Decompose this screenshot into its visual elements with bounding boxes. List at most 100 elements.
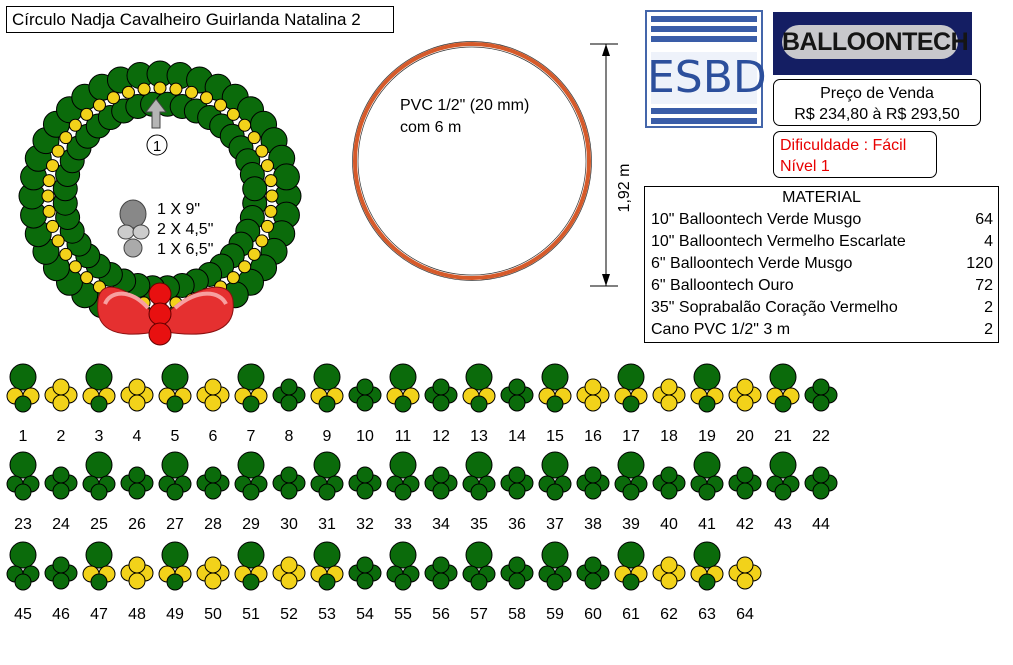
diagram-title: Círculo Nadja Cavalheiro Guirlanda Natal… (6, 6, 394, 33)
balloon-cluster (310, 363, 344, 413)
sequence-number: 43 (774, 516, 792, 533)
material-row: 35" Soprabalão Coração Vermelho 2 (645, 297, 998, 319)
balloon-cluster (120, 378, 154, 412)
esbd-logo-text: ESBD (647, 52, 767, 103)
sequence-number: 7 (247, 428, 256, 445)
balloon-cluster (158, 363, 192, 413)
sequence-number: 48 (128, 606, 146, 623)
balloon-cluster (272, 556, 306, 590)
sequence-number: 54 (356, 606, 374, 623)
sequence-number: 38 (584, 516, 602, 533)
balloon-cluster (82, 541, 116, 591)
sequence-number: 53 (318, 606, 336, 623)
material-row: Cano PVC 1/2" 3 m 2 (645, 319, 998, 341)
sequence-number: 60 (584, 606, 602, 623)
balloon-cluster (804, 466, 838, 500)
balloon-cluster (196, 378, 230, 412)
material-name: 10" Balloontech Verde Musgo (651, 211, 862, 228)
sequence-number: 8 (285, 428, 294, 445)
balloon-cluster (766, 451, 800, 501)
material-name: 6" Balloontech Ouro (651, 277, 794, 294)
material-qty: 2 (984, 299, 993, 316)
sequence-number: 51 (242, 606, 260, 623)
balloon-cluster (310, 451, 344, 501)
material-qty: 2 (984, 321, 993, 338)
sequence-number: 50 (204, 606, 222, 623)
sequence-number: 30 (280, 516, 298, 533)
balloon-cluster (538, 451, 572, 501)
sequence-number: 1 (19, 428, 28, 445)
sequence-number: 62 (660, 606, 678, 623)
material-qty: 120 (966, 255, 993, 272)
material-row: 10" Balloontech Vermelho Escarlate 4 (645, 231, 998, 253)
sequence-number: 61 (622, 606, 640, 623)
material-qty: 72 (975, 277, 993, 294)
up-arrow-icon (144, 98, 168, 129)
sequence-number: 21 (774, 428, 792, 445)
frame-spec-line-1: PVC 1/2" (20 mm) (400, 97, 529, 114)
sequence-number: 5 (171, 428, 180, 445)
sequence-number: 55 (394, 606, 412, 623)
pvc-frame-diagram: PVC 1/2" (20 mm) com 6 m 1,92 m (352, 41, 633, 287)
balloontech-logo: BALLOONTECH (773, 12, 972, 75)
sequence-number: 6 (209, 428, 218, 445)
balloon-cluster (120, 556, 154, 590)
sequence-number: 52 (280, 606, 298, 623)
balloon-cluster (120, 466, 154, 500)
sequence-number: 33 (394, 516, 412, 533)
balloon-cluster (500, 556, 534, 590)
sequence-number: 28 (204, 516, 222, 533)
balloon-cluster (500, 378, 534, 412)
sequence-number: 15 (546, 428, 564, 445)
sequence-number: 56 (432, 606, 450, 623)
sequence-number: 47 (90, 606, 108, 623)
sequence-number: 40 (660, 516, 678, 533)
sequence-number: 63 (698, 606, 716, 623)
sequence-number: 4 (133, 428, 142, 445)
sequence-number: 32 (356, 516, 374, 533)
balloon-cluster (234, 451, 268, 501)
sequence-number: 19 (698, 428, 716, 445)
balloon-cluster (614, 541, 648, 591)
difficulty-level: Nível 1 (780, 158, 830, 175)
cluster-icon (117, 199, 150, 258)
sequence-number: 39 (622, 516, 640, 533)
material-row: 10" Balloontech Verde Musgo 64 (645, 209, 998, 231)
sequence-number: 58 (508, 606, 526, 623)
balloon-cluster (576, 466, 610, 500)
balloon-cluster (234, 363, 268, 413)
sequence-number: 13 (470, 428, 488, 445)
sequence-number: 25 (90, 516, 108, 533)
sequence-number: 35 (470, 516, 488, 533)
sequence-number: 42 (736, 516, 754, 533)
sequence-number: 31 (318, 516, 336, 533)
balloon-cluster (158, 451, 192, 501)
material-name: 10" Balloontech Vermelho Escarlate (651, 233, 906, 250)
sequence-number: 2 (57, 428, 66, 445)
sequence-number: 26 (128, 516, 146, 533)
material-name: 6" Balloontech Verde Musgo (651, 255, 853, 272)
sequence-number: 36 (508, 516, 526, 533)
sequence-number: 49 (166, 606, 184, 623)
balloon-cluster (196, 466, 230, 500)
balloon-cluster (614, 451, 648, 501)
balloon-cluster (82, 363, 116, 413)
sequence-number: 23 (14, 516, 32, 533)
balloontech-logo-text: BALLOONTECH (782, 28, 969, 56)
balloon-cluster (348, 378, 382, 412)
balloon-cluster (424, 378, 458, 412)
sequence-number: 18 (660, 428, 678, 445)
marker-circle (146, 134, 168, 156)
balloon-cluster (6, 363, 40, 413)
balloon-cluster (6, 451, 40, 501)
sequence-number: 10 (356, 428, 374, 445)
balloon-cluster (386, 451, 420, 501)
frame-spec-line-2: com 6 m (400, 119, 461, 136)
frame-dimension: 1,92 m (616, 164, 633, 213)
sequence-number: 29 (242, 516, 260, 533)
sequence-number: 41 (698, 516, 716, 533)
balloon-cluster (728, 556, 762, 590)
balloon-cluster (690, 363, 724, 413)
wreath-illustration: 1 1 X 9" 2 X 4,5" 1 X 6,5" (18, 60, 302, 346)
balloon-cluster (272, 378, 306, 412)
